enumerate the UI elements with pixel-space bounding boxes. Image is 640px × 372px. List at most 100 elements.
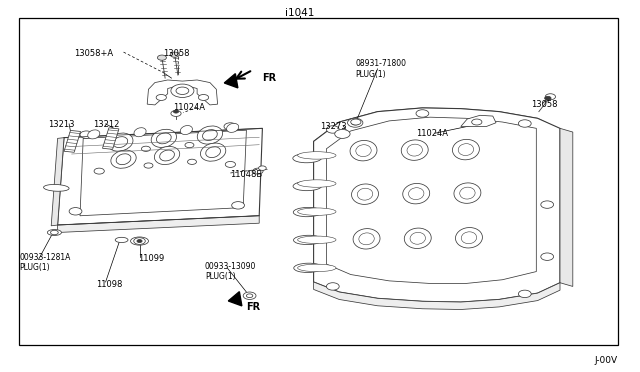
- Ellipse shape: [202, 129, 218, 141]
- Circle shape: [348, 118, 363, 127]
- Ellipse shape: [88, 130, 100, 139]
- Ellipse shape: [452, 140, 479, 160]
- Polygon shape: [51, 138, 64, 226]
- Text: 13213: 13213: [48, 120, 74, 129]
- Circle shape: [243, 292, 256, 299]
- Ellipse shape: [227, 124, 239, 132]
- Circle shape: [351, 119, 361, 125]
- Ellipse shape: [111, 150, 136, 168]
- Text: 11024A: 11024A: [173, 103, 205, 112]
- Ellipse shape: [298, 236, 336, 244]
- Text: 11098: 11098: [96, 280, 122, 289]
- Circle shape: [541, 201, 554, 208]
- Ellipse shape: [407, 144, 422, 156]
- Circle shape: [545, 94, 556, 100]
- Ellipse shape: [454, 183, 481, 203]
- Polygon shape: [314, 108, 560, 302]
- Ellipse shape: [298, 264, 336, 272]
- Text: 11048B: 11048B: [230, 170, 262, 179]
- Polygon shape: [314, 108, 558, 155]
- Ellipse shape: [108, 133, 133, 151]
- Ellipse shape: [197, 126, 223, 144]
- Text: FR: FR: [262, 73, 276, 83]
- Circle shape: [232, 202, 244, 209]
- Ellipse shape: [410, 232, 426, 244]
- Circle shape: [134, 238, 145, 244]
- Circle shape: [472, 119, 482, 125]
- Polygon shape: [102, 128, 119, 149]
- Ellipse shape: [205, 147, 221, 158]
- Circle shape: [326, 283, 339, 290]
- Ellipse shape: [456, 228, 483, 248]
- Text: J-00V: J-00V: [595, 356, 618, 365]
- Text: 13212: 13212: [93, 120, 119, 129]
- Ellipse shape: [357, 188, 372, 200]
- Text: 13058+A: 13058+A: [74, 49, 113, 58]
- Polygon shape: [461, 115, 496, 126]
- Text: 11099: 11099: [138, 254, 164, 263]
- Ellipse shape: [151, 129, 177, 147]
- Text: 08931-71800
PLUG(1): 08931-71800 PLUG(1): [355, 59, 406, 78]
- Circle shape: [351, 121, 359, 125]
- Ellipse shape: [401, 140, 428, 160]
- Ellipse shape: [44, 185, 69, 191]
- Ellipse shape: [113, 137, 128, 148]
- Ellipse shape: [458, 144, 474, 155]
- Text: 13058: 13058: [531, 100, 557, 109]
- Circle shape: [157, 55, 166, 60]
- Text: 00933-13090
PLUG(1): 00933-13090 PLUG(1): [205, 262, 256, 281]
- Text: 13058: 13058: [163, 49, 189, 58]
- Ellipse shape: [359, 233, 374, 245]
- Polygon shape: [314, 282, 560, 310]
- Circle shape: [545, 96, 551, 100]
- Circle shape: [171, 110, 181, 116]
- Ellipse shape: [293, 207, 322, 217]
- Ellipse shape: [131, 237, 148, 245]
- Circle shape: [185, 142, 194, 148]
- Circle shape: [416, 110, 429, 117]
- Ellipse shape: [408, 188, 424, 200]
- Polygon shape: [326, 117, 536, 283]
- Circle shape: [69, 208, 82, 215]
- Circle shape: [170, 52, 179, 57]
- Circle shape: [224, 123, 237, 130]
- Polygon shape: [80, 130, 246, 216]
- Text: 00933-1281A
PLUG(1): 00933-1281A PLUG(1): [19, 253, 70, 272]
- Circle shape: [198, 94, 209, 100]
- Circle shape: [51, 230, 58, 235]
- Text: 11024A: 11024A: [416, 129, 448, 138]
- Ellipse shape: [294, 263, 323, 273]
- Bar: [19, 18, 618, 345]
- Text: FR: FR: [246, 302, 260, 312]
- Ellipse shape: [298, 152, 336, 159]
- Ellipse shape: [298, 208, 336, 215]
- Ellipse shape: [353, 229, 380, 249]
- Circle shape: [246, 294, 253, 298]
- Circle shape: [171, 84, 194, 97]
- Text: i1041: i1041: [285, 8, 314, 18]
- Circle shape: [156, 94, 166, 100]
- Ellipse shape: [47, 230, 61, 235]
- Ellipse shape: [115, 237, 128, 243]
- Ellipse shape: [116, 154, 131, 165]
- Ellipse shape: [460, 187, 475, 199]
- Ellipse shape: [403, 183, 429, 204]
- Ellipse shape: [134, 128, 146, 137]
- Circle shape: [188, 159, 196, 164]
- Ellipse shape: [156, 133, 172, 144]
- Circle shape: [541, 253, 554, 260]
- Polygon shape: [64, 131, 81, 152]
- Ellipse shape: [154, 147, 180, 164]
- Polygon shape: [58, 128, 262, 225]
- Ellipse shape: [350, 141, 377, 161]
- Circle shape: [259, 166, 266, 170]
- Circle shape: [80, 131, 93, 138]
- Circle shape: [335, 129, 350, 138]
- Polygon shape: [147, 80, 218, 105]
- Ellipse shape: [298, 180, 336, 187]
- Circle shape: [518, 120, 531, 127]
- Circle shape: [141, 146, 150, 151]
- Ellipse shape: [404, 228, 431, 248]
- Text: 13273: 13273: [320, 122, 347, 131]
- Circle shape: [176, 87, 189, 94]
